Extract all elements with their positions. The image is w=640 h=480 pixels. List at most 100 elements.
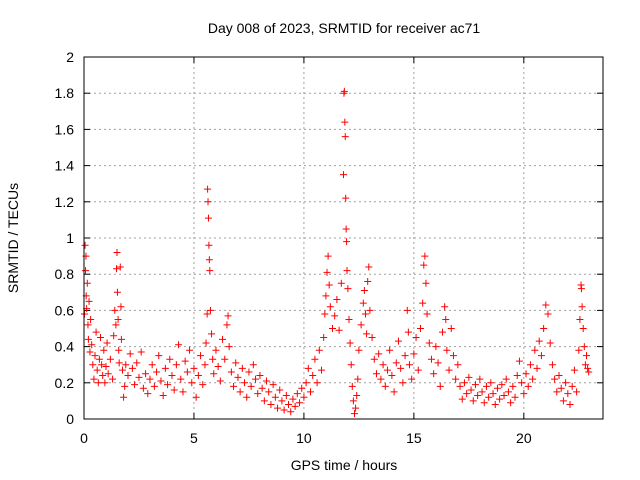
data-point bbox=[280, 406, 288, 414]
data-point bbox=[256, 372, 264, 380]
data-point bbox=[390, 388, 398, 396]
data-point bbox=[333, 296, 341, 304]
data-point bbox=[81, 241, 89, 249]
data-point bbox=[114, 315, 122, 323]
data-point bbox=[366, 306, 374, 314]
data-point bbox=[137, 348, 145, 356]
data-point bbox=[383, 366, 391, 374]
data-point bbox=[112, 321, 120, 329]
data-point bbox=[293, 390, 301, 398]
data-point bbox=[115, 359, 123, 367]
data-point bbox=[296, 399, 304, 407]
data-point bbox=[113, 288, 121, 296]
data-point bbox=[203, 310, 211, 318]
data-point bbox=[410, 350, 418, 358]
data-point bbox=[287, 408, 295, 416]
data-point bbox=[365, 263, 373, 271]
data-point bbox=[234, 373, 242, 381]
data-point bbox=[249, 361, 257, 369]
data-point bbox=[403, 306, 411, 314]
data-point bbox=[101, 379, 109, 387]
data-point bbox=[353, 391, 361, 399]
data-point bbox=[93, 366, 101, 374]
data-point bbox=[397, 364, 405, 372]
data-point bbox=[117, 335, 125, 343]
data-point bbox=[82, 267, 90, 275]
data-point bbox=[209, 355, 217, 363]
y-axis-label: SRMTID / TECUs bbox=[5, 183, 21, 293]
data-point bbox=[335, 326, 343, 334]
data-point bbox=[321, 310, 329, 318]
data-point bbox=[153, 368, 161, 376]
data-point bbox=[168, 372, 176, 380]
data-point bbox=[166, 355, 174, 363]
data-point bbox=[372, 370, 380, 378]
data-point bbox=[375, 350, 383, 358]
data-point bbox=[537, 352, 545, 360]
data-point bbox=[85, 297, 93, 305]
data-point bbox=[423, 310, 431, 318]
data-point bbox=[225, 343, 233, 351]
data-point bbox=[347, 361, 355, 369]
data-point bbox=[388, 372, 396, 380]
data-point bbox=[480, 399, 488, 407]
data-point bbox=[467, 386, 475, 394]
data-point bbox=[271, 393, 279, 401]
data-point bbox=[559, 397, 567, 405]
data-point bbox=[340, 171, 347, 179]
data-point bbox=[208, 330, 216, 338]
data-point bbox=[161, 364, 169, 372]
y-tick-label: 0 bbox=[66, 411, 74, 427]
data-point bbox=[84, 321, 92, 329]
y-tick-label: 1.8 bbox=[55, 85, 75, 101]
data-point bbox=[307, 388, 315, 396]
data-point bbox=[381, 382, 389, 390]
data-point bbox=[474, 391, 482, 399]
data-point bbox=[260, 397, 268, 405]
x-tick-label: 0 bbox=[80, 430, 88, 446]
data-point bbox=[408, 375, 416, 383]
data-point bbox=[329, 325, 337, 332]
data-point bbox=[370, 355, 378, 363]
data-point bbox=[175, 341, 183, 349]
data-point bbox=[118, 366, 126, 374]
data-point bbox=[585, 368, 593, 376]
data-point bbox=[460, 379, 468, 387]
data-point bbox=[575, 346, 583, 354]
data-point bbox=[422, 279, 430, 287]
data-point bbox=[345, 315, 353, 323]
data-point bbox=[524, 382, 532, 390]
data-point bbox=[471, 381, 479, 389]
data-point bbox=[568, 382, 576, 390]
data-point bbox=[354, 375, 362, 383]
data-point bbox=[269, 381, 277, 389]
data-point bbox=[325, 281, 333, 289]
data-point bbox=[498, 381, 506, 389]
data-point bbox=[263, 377, 271, 385]
data-points bbox=[80, 87, 593, 418]
data-point bbox=[131, 381, 139, 389]
data-point bbox=[89, 361, 97, 369]
data-point bbox=[520, 390, 528, 398]
data-point bbox=[155, 352, 163, 360]
data-point bbox=[139, 384, 147, 392]
data-point bbox=[204, 214, 212, 222]
data-point bbox=[548, 361, 556, 369]
data-point bbox=[254, 390, 262, 398]
data-point bbox=[515, 357, 523, 365]
data-point bbox=[83, 279, 91, 287]
y-tick-label: 1.6 bbox=[55, 121, 75, 137]
data-point bbox=[344, 285, 352, 293]
data-point bbox=[88, 341, 96, 349]
data-point bbox=[449, 352, 457, 360]
data-point bbox=[478, 388, 486, 396]
data-point bbox=[238, 364, 246, 372]
data-point bbox=[343, 267, 351, 275]
data-point bbox=[511, 393, 519, 401]
data-point bbox=[576, 315, 584, 323]
data-point bbox=[304, 364, 312, 372]
data-point bbox=[485, 393, 493, 401]
data-point bbox=[341, 133, 349, 141]
data-point bbox=[456, 382, 464, 390]
data-point bbox=[394, 337, 402, 345]
